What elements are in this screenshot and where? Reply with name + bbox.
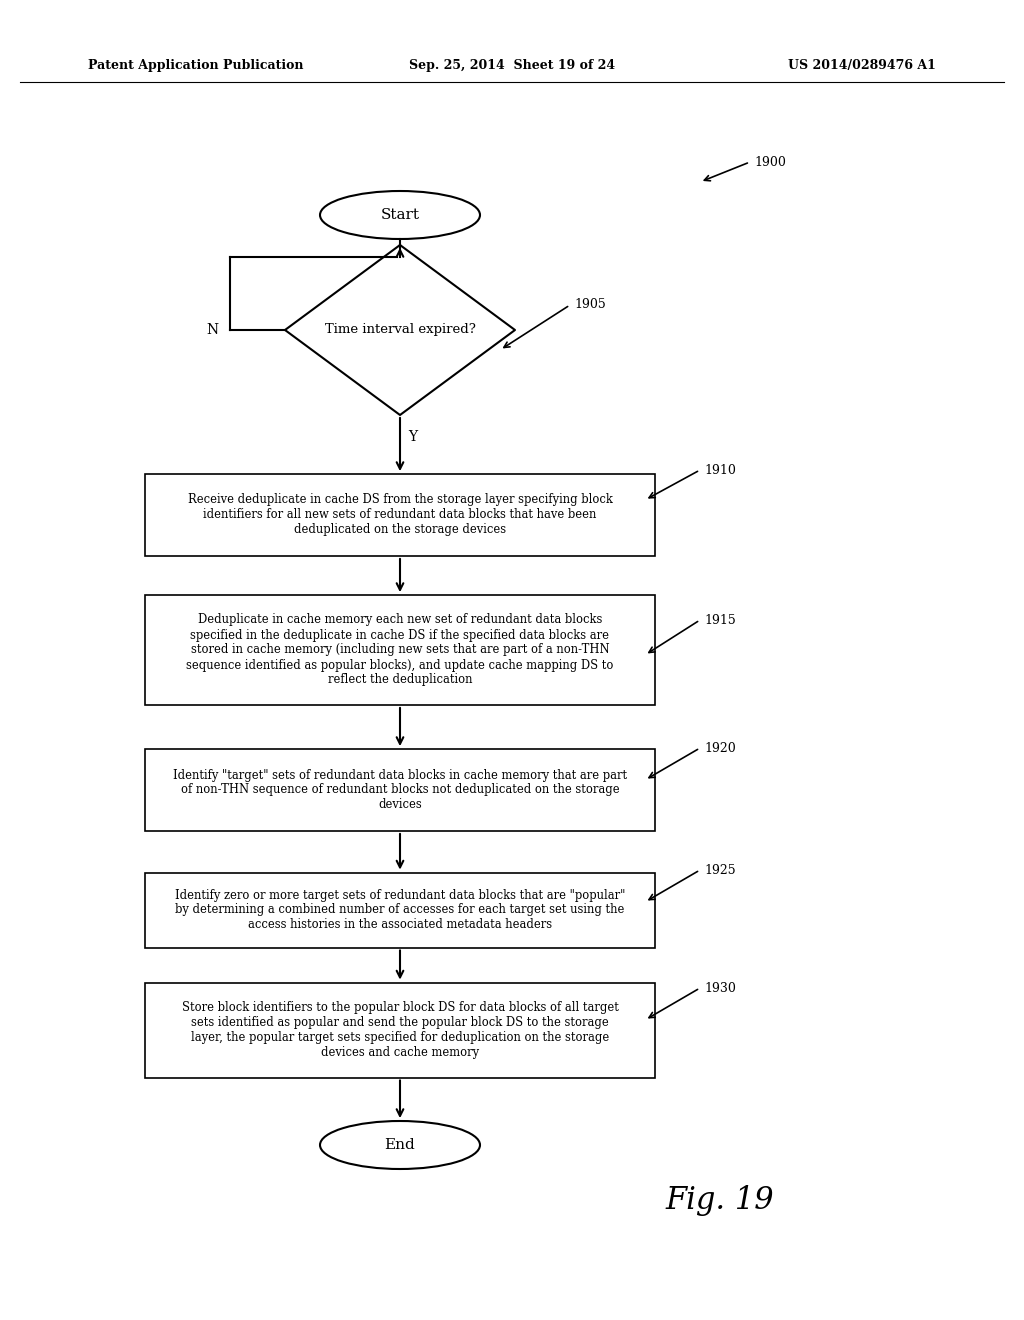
Text: Identify zero or more target sets of redundant data blocks that are "popular"
by: Identify zero or more target sets of red… <box>175 888 626 932</box>
Text: 1905: 1905 <box>574 298 606 312</box>
Text: 1930: 1930 <box>705 982 736 994</box>
Text: N: N <box>206 323 218 337</box>
Text: 1910: 1910 <box>705 463 736 477</box>
Text: Fig. 19: Fig. 19 <box>666 1184 774 1216</box>
Bar <box>145 748 655 832</box>
Text: Start: Start <box>381 209 420 222</box>
Bar <box>145 595 655 705</box>
Text: Receive deduplicate in cache DS from the storage layer specifying block
identifi: Receive deduplicate in cache DS from the… <box>187 494 612 536</box>
Text: 1900: 1900 <box>754 156 785 169</box>
Bar <box>145 474 655 556</box>
Text: Patent Application Publication: Patent Application Publication <box>88 58 303 71</box>
Text: Deduplicate in cache memory each new set of redundant data blocks
specified in t: Deduplicate in cache memory each new set… <box>186 614 613 686</box>
Bar <box>145 982 655 1077</box>
Text: End: End <box>385 1138 416 1152</box>
Text: 1920: 1920 <box>705 742 736 755</box>
Text: Identify "target" sets of redundant data blocks in cache memory that are part
of: Identify "target" sets of redundant data… <box>173 768 627 812</box>
Text: US 2014/0289476 A1: US 2014/0289476 A1 <box>788 58 936 71</box>
Text: Sep. 25, 2014  Sheet 19 of 24: Sep. 25, 2014 Sheet 19 of 24 <box>409 58 615 71</box>
Text: 1925: 1925 <box>705 863 735 876</box>
Text: 1915: 1915 <box>705 614 736 627</box>
Text: Store block identifiers to the popular block DS for data blocks of all target
se: Store block identifiers to the popular b… <box>181 1001 618 1059</box>
Bar <box>145 873 655 948</box>
Text: Time interval expired?: Time interval expired? <box>325 323 475 337</box>
Text: Y: Y <box>408 430 417 444</box>
